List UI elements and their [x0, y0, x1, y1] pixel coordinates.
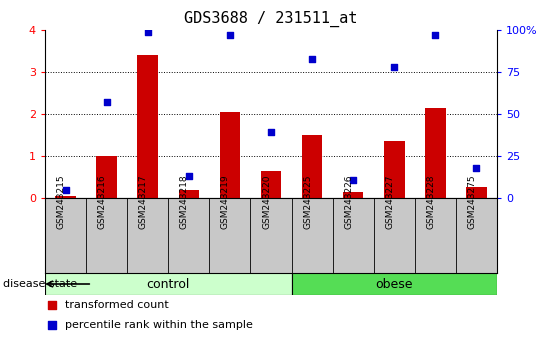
- Point: [472, 165, 481, 171]
- Text: control: control: [147, 278, 190, 291]
- Text: GSM243215: GSM243215: [57, 175, 66, 229]
- Bar: [292, 273, 497, 295]
- Bar: [466, 188, 487, 198]
- Text: GSM243275: GSM243275: [467, 175, 476, 229]
- Text: obese: obese: [376, 278, 413, 291]
- Point: [47, 322, 56, 328]
- Point: [267, 130, 275, 135]
- Point: [61, 187, 70, 193]
- Text: GSM243220: GSM243220: [262, 175, 271, 229]
- Point: [184, 173, 193, 179]
- Bar: [137, 55, 158, 198]
- Point: [143, 29, 152, 34]
- Point: [47, 302, 56, 308]
- Bar: [45, 273, 292, 295]
- Text: GSM243226: GSM243226: [344, 175, 353, 229]
- Bar: [219, 112, 240, 198]
- Point: [390, 64, 398, 70]
- Point: [431, 32, 440, 38]
- Point: [226, 32, 234, 38]
- Bar: [96, 156, 117, 198]
- Bar: [425, 108, 446, 198]
- Text: percentile rank within the sample: percentile rank within the sample: [65, 320, 253, 330]
- Text: GSM243228: GSM243228: [426, 175, 436, 229]
- Text: GSM243216: GSM243216: [98, 175, 107, 229]
- Bar: [384, 141, 405, 198]
- Text: GSM243227: GSM243227: [385, 175, 394, 229]
- Point: [308, 56, 316, 61]
- Text: GSM243219: GSM243219: [221, 175, 230, 229]
- Bar: [343, 192, 363, 198]
- Bar: [178, 190, 199, 198]
- Text: GSM243218: GSM243218: [180, 175, 189, 229]
- Point: [102, 99, 111, 105]
- Text: transformed count: transformed count: [65, 300, 169, 310]
- Bar: [261, 171, 281, 198]
- Text: GSM243225: GSM243225: [303, 175, 312, 229]
- Text: GSM243217: GSM243217: [139, 175, 148, 229]
- Bar: [56, 196, 76, 198]
- Title: GDS3688 / 231511_at: GDS3688 / 231511_at: [184, 11, 358, 27]
- Text: disease state: disease state: [3, 279, 77, 289]
- Bar: [302, 135, 322, 198]
- Point: [349, 177, 357, 182]
